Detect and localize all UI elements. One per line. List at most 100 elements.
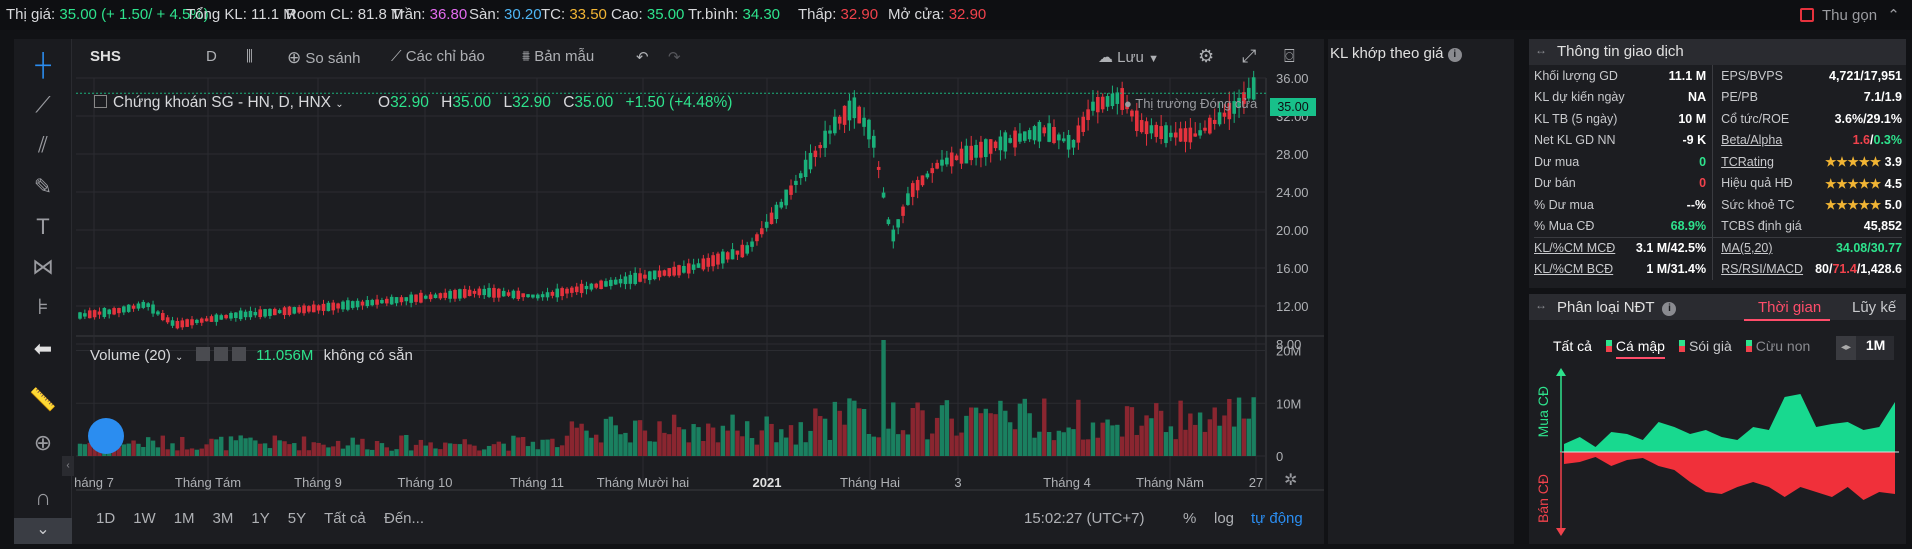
save-button[interactable]: ☁ Lưu ▼ (1098, 48, 1159, 66)
magnet-tool-icon[interactable]: ∩ (35, 485, 51, 510)
camera-icon[interactable]: ⌼ (1284, 46, 1295, 66)
filter-1[interactable]: Cá mập (1605, 338, 1665, 359)
pattern-tool-icon[interactable]: ⋈ (32, 254, 54, 279)
zoom-tool-icon[interactable]: ⊕ (33, 430, 53, 455)
collapse-icon (1800, 8, 1814, 22)
prediction-tool-icon[interactable]: ⊧ (37, 294, 49, 319)
period-selector[interactable]: ◂▸ 1M (1836, 336, 1894, 360)
range-1d[interactable]: 1D (96, 510, 116, 527)
info-value: 1 M/31.4% (1630, 258, 1714, 280)
range-3m[interactable]: 3M (212, 510, 234, 527)
clock: 15:02:27 (UTC+7) (1024, 510, 1145, 527)
brush-tool-icon[interactable]: ✎ (33, 174, 53, 199)
tab-cumulative[interactable]: Lũy kế (1852, 299, 1897, 316)
volume-value: 11.056M (256, 347, 314, 364)
info-value: 3.1 M/42.5% (1630, 237, 1714, 259)
series-title[interactable]: Chứng khoán SG - HN, D, HNX (113, 94, 331, 111)
chevron-down-icon[interactable]: ⌄ (335, 99, 344, 110)
info-value: 80/71.4/1,428.6 (1815, 262, 1902, 277)
info-icon[interactable]: i (1662, 302, 1677, 316)
high-value: 35.00 (452, 94, 492, 111)
ticker-value: 36.80 (429, 6, 468, 23)
info-value: 68.9% (1630, 215, 1714, 237)
legend-collapse-icon[interactable] (94, 95, 107, 108)
symbol-label[interactable]: SHS (90, 48, 121, 65)
info-row: Net KL GD NN -9 K Beta/Alpha 1.6/0.3% (1534, 129, 1902, 151)
info-value: 1.6/0.3% (1852, 133, 1902, 148)
info-label: TCBS định giá (1721, 219, 1802, 233)
ticker-bar: Thị giá: 35.00 (+ 1.50/ + 4.5%) Tổng KL: … (0, 0, 1912, 30)
fullscreen-icon[interactable]: ⤢ (1242, 46, 1257, 66)
open-value: 32.90 (390, 94, 429, 111)
trade-info-table: Khối lượng GD 11.1 M EPS/BVPS 4,721/17,951 K… (1534, 65, 1902, 280)
info-label: Dư mua (1534, 154, 1580, 169)
compare-button[interactable]: ⊕ So sánh (287, 48, 360, 68)
tab-time[interactable]: Thời gian (1758, 299, 1822, 316)
collapse-button[interactable]: Thu gọn ⌃ (1800, 6, 1900, 24)
ruler-tool-icon[interactable]: 📏 (29, 387, 57, 412)
settings-icon[interactable] (213, 347, 228, 361)
info-value: 4,721/17,951 (1829, 68, 1902, 83)
info-label: KL/%CM MCĐ (1534, 241, 1616, 255)
info-value: 45,852 (1863, 219, 1902, 233)
back-arrow-icon[interactable]: ⬅ (33, 336, 53, 361)
info-row: Dư mua 0 TCRating ★★★★★ 3.9 (1534, 151, 1902, 173)
indicators-button[interactable]: ⟋ Các chỉ báo (391, 48, 485, 65)
drag-handle-icon[interactable]: ↔ (1535, 298, 1547, 312)
info-label: Dư bán (1534, 176, 1576, 191)
remove-icon[interactable] (231, 347, 246, 361)
settings-gear-icon[interactable]: ⚙ (1198, 46, 1215, 66)
info-value: ★★★★★ 3.9 (1825, 155, 1902, 170)
range-1w[interactable]: 1W (133, 510, 156, 527)
info-value: 11.1 M (1630, 65, 1714, 87)
change-value: +1.50 (+4.48%) (625, 94, 733, 111)
range-1y[interactable]: 1Y (251, 510, 270, 527)
fib-tool-icon[interactable]: ⫽ (38, 132, 48, 157)
more-tools-button[interactable]: ⌄ (14, 518, 72, 544)
filter-3[interactable]: Cừu non (1745, 338, 1810, 354)
crosshair-tool-icon[interactable]: ┼ (35, 52, 51, 77)
ticker-label: Thấp: (798, 6, 841, 23)
info-value: 10 M (1630, 108, 1714, 130)
redo-icon[interactable]: ↷ (668, 49, 681, 66)
range-1m[interactable]: 1M (173, 510, 195, 527)
ticker-label: Mở cửa: (888, 6, 949, 23)
chevron-down-icon[interactable]: ⌄ (175, 352, 184, 363)
info-value: NA (1630, 86, 1714, 108)
logo-icon (88, 418, 124, 454)
auto-button[interactable]: tự động (1251, 510, 1303, 527)
range-tất-cả[interactable]: Tất cả (324, 510, 366, 527)
percent-button[interactable]: % (1183, 510, 1197, 527)
log-button[interactable]: log (1214, 510, 1235, 527)
filter-0[interactable]: Tất cả (1553, 338, 1592, 354)
templates-button[interactable]: ⩩ Bản mẫu (522, 48, 594, 65)
candle-type-icon[interactable]: ⫼ (246, 48, 253, 65)
info-icon[interactable]: i (1447, 48, 1462, 62)
trade-info-header (1529, 39, 1906, 65)
info-label: Hiệu quả HĐ (1721, 176, 1793, 191)
ticker-item: Cao: 35.00 (611, 6, 684, 23)
volume-title[interactable]: Volume (20) (90, 347, 171, 364)
eye-icon[interactable] (195, 347, 210, 361)
goto-button[interactable]: Đến... (384, 510, 425, 527)
settings-gear-icon[interactable]: ✲ (1284, 472, 1298, 489)
volume-legend: Volume (20) ⌄ 11.056M không có sẵn (90, 347, 413, 364)
legend-swatch-icon (1605, 340, 1612, 352)
interval-button[interactable]: D (206, 48, 217, 65)
text-tool-icon[interactable]: T (36, 214, 50, 239)
ticker-value: 35.00 (646, 6, 685, 23)
drag-handle-icon[interactable]: ↔ (1535, 43, 1547, 57)
filter-2[interactable]: Sói già (1678, 338, 1732, 354)
chart-panel (14, 39, 1324, 544)
filter-label: Sói già (1688, 338, 1732, 354)
ticker-label: Cao: (611, 6, 647, 23)
ticker-value: 32.90 (948, 6, 987, 23)
range-5y[interactable]: 5Y (287, 510, 307, 527)
ticker-label: Tr.bình: (688, 6, 743, 23)
ticker-value: 33.50 (569, 6, 607, 23)
ticker-item: Tổng KL: 11.1 M (186, 6, 296, 23)
info-label: Sức khoẻ TC (1721, 197, 1795, 212)
trendline-tool-icon[interactable]: ⟋ (35, 92, 51, 117)
panel-collapse-icon[interactable]: ‹ (62, 456, 74, 476)
undo-icon[interactable]: ↶ (636, 49, 649, 66)
